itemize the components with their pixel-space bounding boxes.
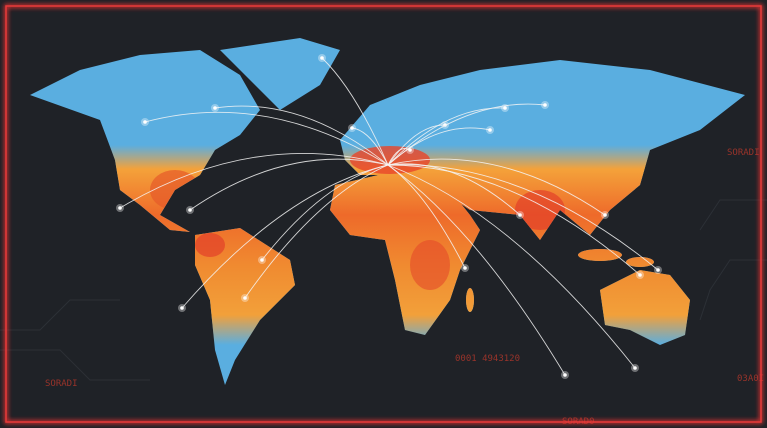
circuit-lines [0, 199, 767, 381]
arc [387, 127, 491, 166]
arc [387, 124, 446, 166]
node [320, 56, 324, 60]
node [260, 258, 264, 262]
arc [189, 158, 389, 211]
node [488, 128, 492, 132]
node [243, 296, 247, 300]
hud-label: SORADI [727, 148, 760, 158]
node [603, 213, 607, 217]
arc [321, 57, 389, 166]
node [633, 366, 637, 370]
arc [387, 163, 521, 216]
node [563, 373, 567, 377]
node [463, 266, 467, 270]
arc [387, 164, 641, 276]
connection-arcs [116, 54, 662, 379]
frame [5, 5, 762, 423]
arc [119, 153, 389, 209]
arc [144, 111, 389, 166]
node [118, 206, 122, 210]
arc [387, 158, 606, 216]
arc [181, 164, 389, 309]
hud-label: 0001 4943120 [455, 354, 520, 364]
node [656, 268, 660, 272]
node [543, 103, 547, 107]
node [188, 208, 192, 212]
arc [214, 105, 389, 166]
arc [387, 164, 636, 369]
node [350, 126, 354, 130]
arc [351, 127, 389, 166]
node [503, 106, 507, 110]
hud-label: SORADI [45, 379, 78, 389]
node [180, 306, 184, 310]
node [638, 273, 642, 277]
arc [387, 164, 659, 271]
node [518, 213, 522, 217]
hud-label: 03A0I [737, 374, 764, 384]
node [213, 106, 217, 110]
arc [387, 148, 411, 166]
arc [261, 164, 389, 261]
arc [244, 164, 389, 299]
node [143, 120, 147, 124]
node [408, 148, 412, 152]
arc [387, 164, 566, 376]
